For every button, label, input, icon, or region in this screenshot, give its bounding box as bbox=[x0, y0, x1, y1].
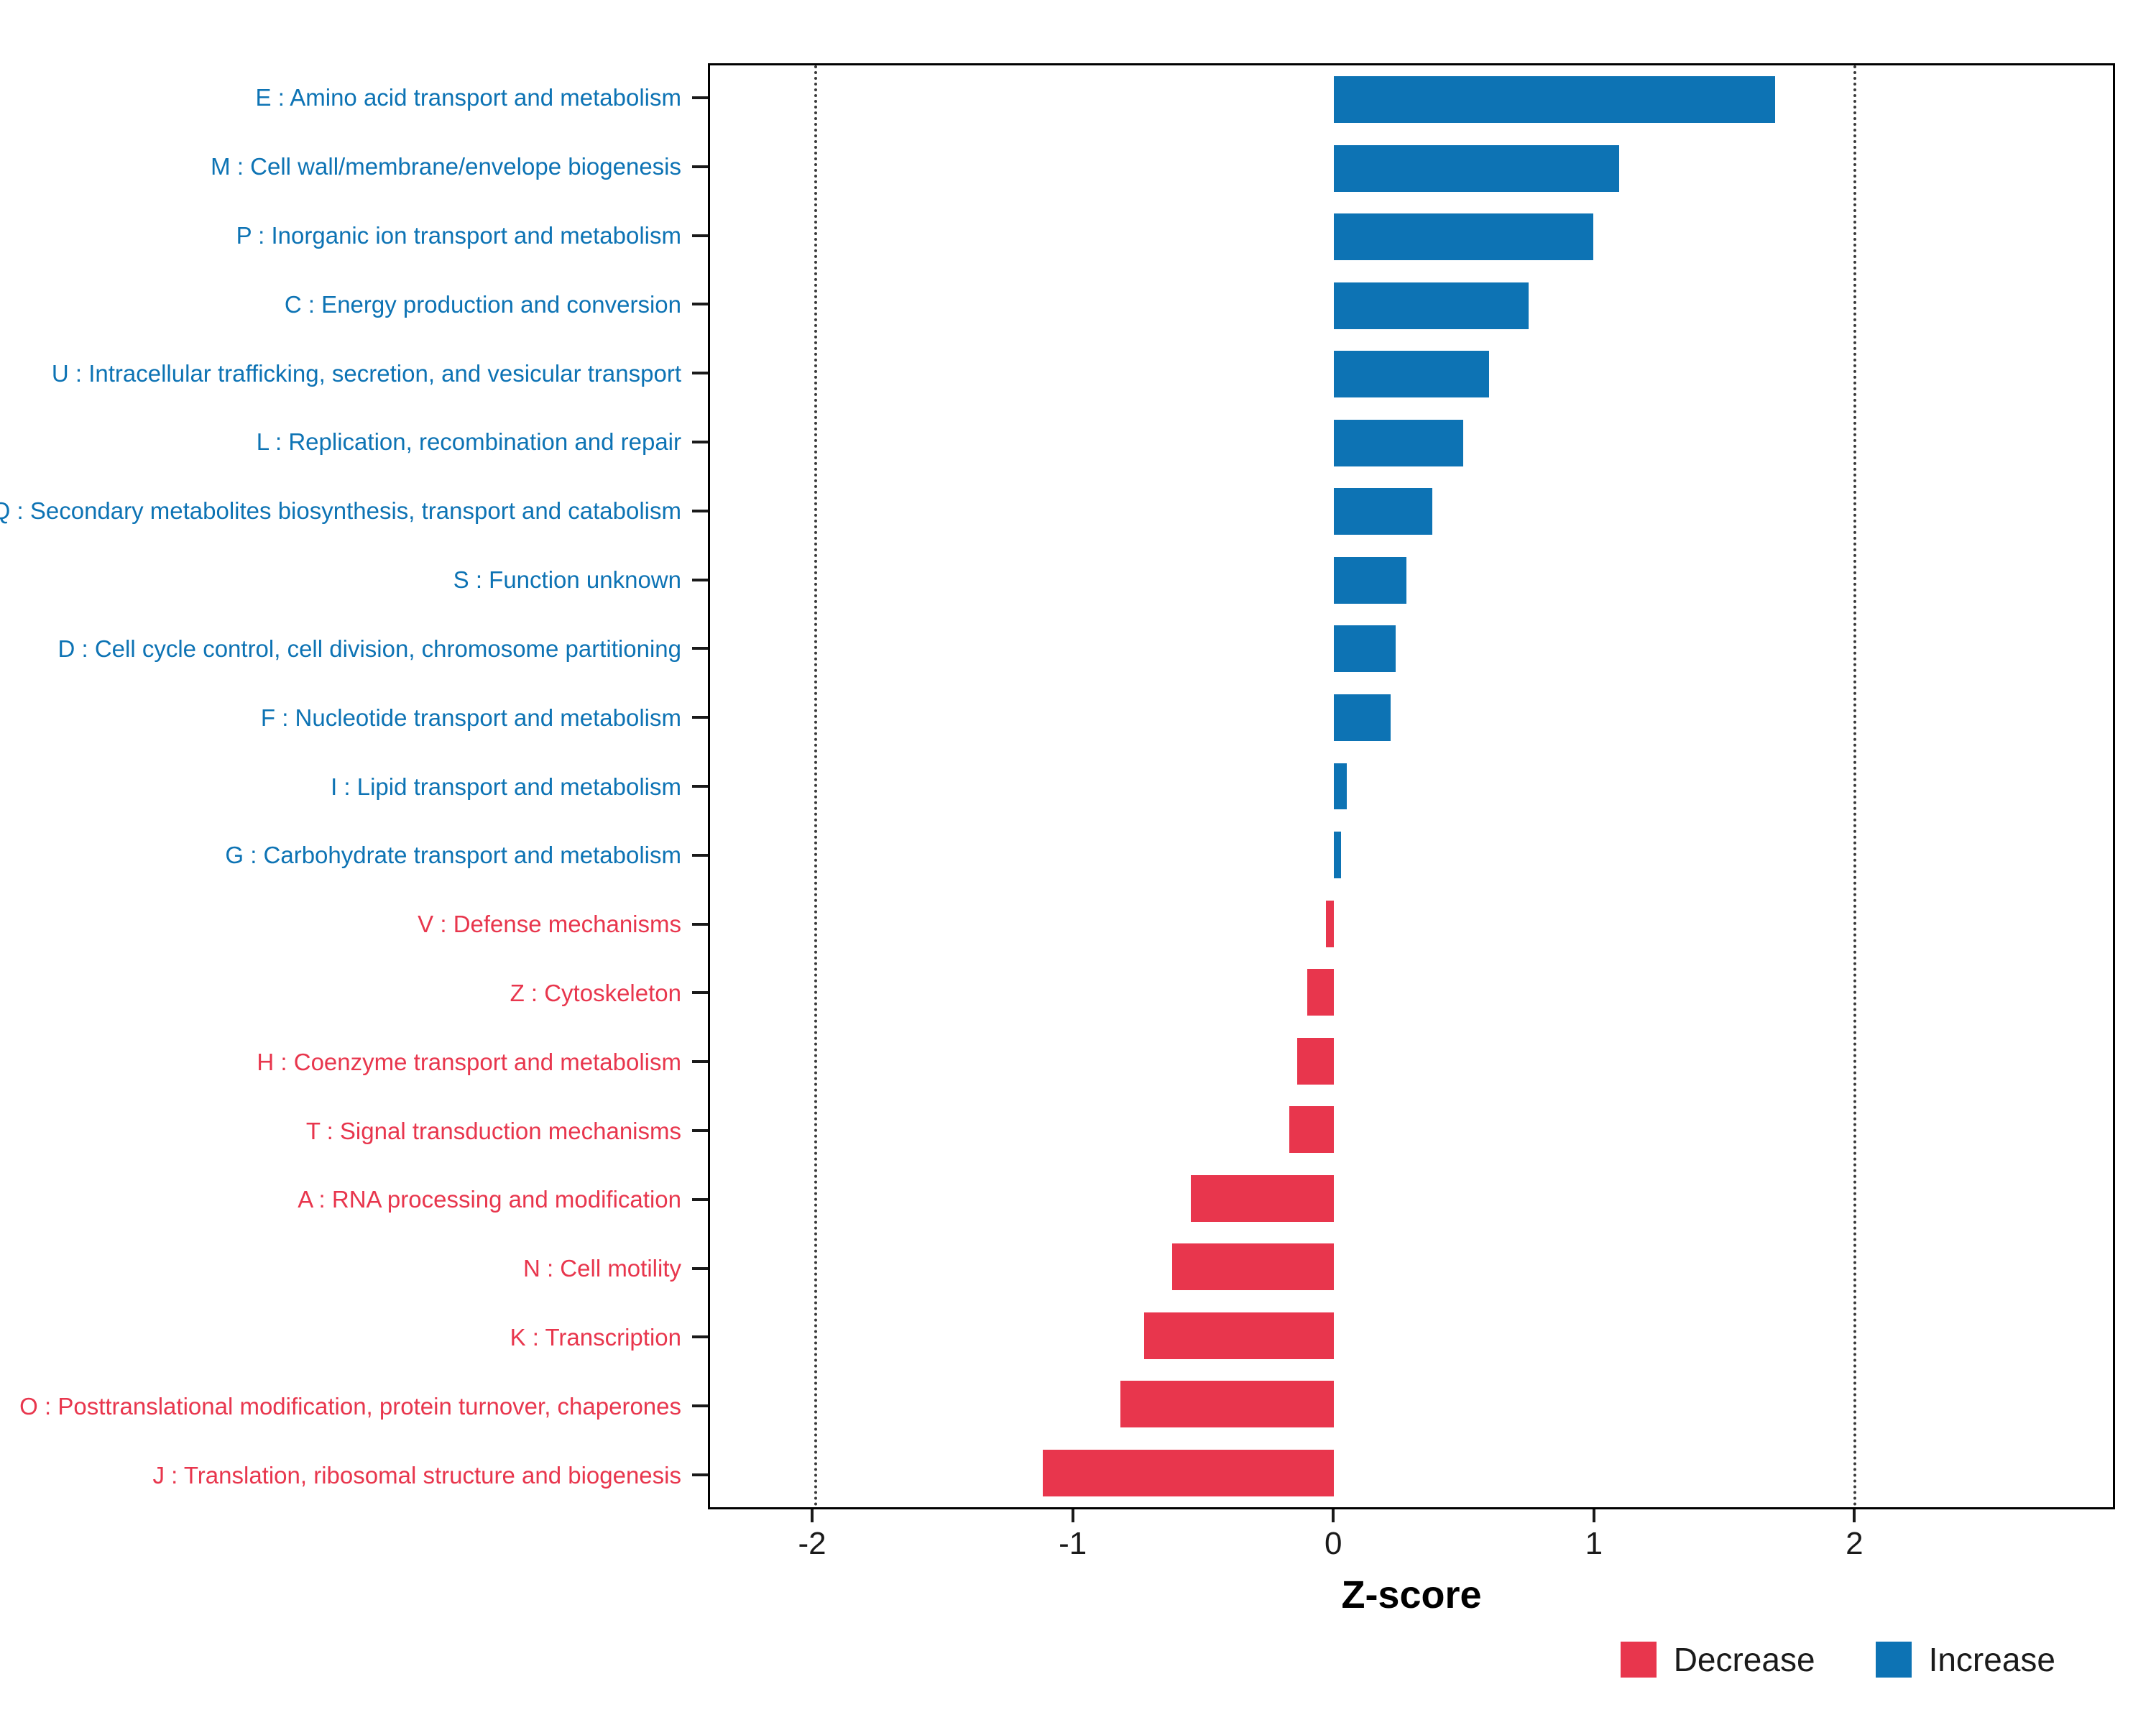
bar-Z bbox=[1307, 969, 1334, 1016]
y-tick-mark bbox=[692, 1335, 708, 1339]
bar-M bbox=[1333, 144, 1620, 192]
category-label-K: K : Transcription bbox=[510, 1324, 681, 1351]
bar-A bbox=[1190, 1174, 1334, 1222]
category-label-P: P : Inorganic ion transport and metaboli… bbox=[236, 222, 681, 249]
legend-swatch-increase-icon bbox=[1875, 1642, 1912, 1678]
y-tick-mark bbox=[692, 165, 708, 168]
x-tick-label-1: 1 bbox=[1585, 1526, 1603, 1561]
bar-T bbox=[1289, 1106, 1334, 1154]
y-tick-mark bbox=[692, 1197, 708, 1201]
dotted-gridline--2 bbox=[814, 65, 817, 1507]
bar-L bbox=[1333, 419, 1464, 466]
x-tick-mark-0 bbox=[1332, 1509, 1335, 1522]
bar-K bbox=[1143, 1312, 1334, 1359]
x-tick-label-2: 2 bbox=[1846, 1526, 1864, 1561]
y-tick-mark bbox=[692, 785, 708, 788]
y-tick-mark bbox=[692, 647, 708, 650]
y-tick-mark bbox=[692, 1404, 708, 1408]
category-label-O: O : Posttranslational modification, prot… bbox=[19, 1392, 681, 1420]
category-label-H: H : Coenzyme transport and metabolism bbox=[257, 1048, 681, 1075]
y-axis-tick-marks bbox=[692, 63, 708, 1509]
category-label-S: S : Function unknown bbox=[453, 566, 681, 594]
legend-swatch-decrease-icon bbox=[1620, 1642, 1657, 1678]
x-tick-mark--1 bbox=[1071, 1509, 1074, 1522]
bar-O bbox=[1120, 1381, 1334, 1428]
legend-item-decrease: Decrease bbox=[1620, 1640, 1815, 1679]
x-axis: -2 -1 0 1 2 bbox=[708, 1509, 2115, 1581]
y-tick-mark bbox=[692, 1473, 708, 1477]
x-tick-label--2: -2 bbox=[798, 1526, 826, 1561]
category-label-C: C : Energy production and conversion bbox=[284, 290, 681, 318]
bar-S bbox=[1333, 556, 1406, 604]
y-tick-mark bbox=[692, 440, 708, 443]
y-tick-mark bbox=[692, 234, 708, 237]
y-tick-mark bbox=[692, 509, 708, 512]
y-tick-mark bbox=[692, 716, 708, 719]
category-label-V: V : Defense mechanisms bbox=[418, 911, 681, 938]
category-label-Z: Z : Cytoskeleton bbox=[510, 979, 681, 1006]
y-axis-category-labels: E : Amino acid transport and metabolism M… bbox=[0, 63, 691, 1509]
y-tick-mark bbox=[692, 303, 708, 306]
bar-P bbox=[1333, 213, 1594, 261]
category-label-M: M : Cell wall/membrane/envelope biogenes… bbox=[211, 153, 681, 180]
bar-G bbox=[1333, 832, 1342, 878]
category-label-A: A : RNA processing and modification bbox=[298, 1186, 681, 1213]
category-label-I: I : Lipid transport and metabolism bbox=[331, 773, 681, 800]
bar-J bbox=[1042, 1449, 1334, 1496]
y-tick-mark bbox=[692, 922, 708, 926]
category-label-G: G : Carbohydrate transport and metabolis… bbox=[225, 842, 681, 869]
x-tick-label-0: 0 bbox=[1324, 1526, 1342, 1561]
category-label-Q: Q : Secondary metabolites biosynthesis, … bbox=[0, 497, 681, 525]
bar-I bbox=[1333, 763, 1347, 810]
bar-U bbox=[1333, 351, 1490, 398]
bar-H bbox=[1296, 1037, 1334, 1085]
y-tick-mark bbox=[692, 578, 708, 581]
y-tick-mark bbox=[692, 1266, 708, 1270]
bar-Q bbox=[1333, 488, 1432, 535]
legend-label-increase: Increase bbox=[1928, 1641, 2055, 1678]
x-axis-title: Z-score bbox=[1341, 1573, 1482, 1616]
bar-E bbox=[1333, 76, 1776, 124]
y-tick-mark bbox=[692, 372, 708, 375]
y-tick-mark bbox=[692, 991, 708, 995]
legend: Decrease Increase bbox=[1620, 1640, 2055, 1679]
category-label-E: E : Amino acid transport and metabolism bbox=[255, 84, 681, 111]
category-label-L: L : Replication, recombination and repai… bbox=[256, 428, 681, 456]
category-label-U: U : Intracellular trafficking, secretion… bbox=[51, 359, 681, 387]
category-label-D: D : Cell cycle control, cell division, c… bbox=[57, 635, 681, 662]
legend-item-increase: Increase bbox=[1875, 1640, 2055, 1679]
y-tick-mark bbox=[692, 853, 708, 857]
plot-panel bbox=[708, 63, 2115, 1509]
bar-F bbox=[1333, 694, 1391, 741]
x-tick-mark--2 bbox=[811, 1509, 814, 1522]
x-tick-label--1: -1 bbox=[1059, 1526, 1087, 1561]
category-label-T: T : Signal transduction mechanisms bbox=[305, 1117, 681, 1144]
x-tick-mark-1 bbox=[1592, 1509, 1595, 1522]
bar-N bbox=[1172, 1243, 1334, 1291]
bar-C bbox=[1333, 282, 1529, 329]
dotted-gridline-2 bbox=[1853, 65, 1856, 1507]
legend-label-decrease: Decrease bbox=[1673, 1641, 1815, 1678]
bar-D bbox=[1333, 625, 1396, 673]
y-tick-mark bbox=[692, 1060, 708, 1064]
bar-V bbox=[1325, 900, 1334, 947]
category-label-F: F : Nucleotide transport and metabolism bbox=[260, 704, 681, 731]
category-label-J: J : Translation, ribosomal structure and… bbox=[152, 1461, 681, 1489]
y-tick-mark bbox=[692, 96, 708, 99]
category-label-N: N : Cell motility bbox=[522, 1255, 681, 1282]
x-tick-mark-2 bbox=[1853, 1509, 1856, 1522]
y-tick-mark bbox=[692, 1129, 708, 1133]
